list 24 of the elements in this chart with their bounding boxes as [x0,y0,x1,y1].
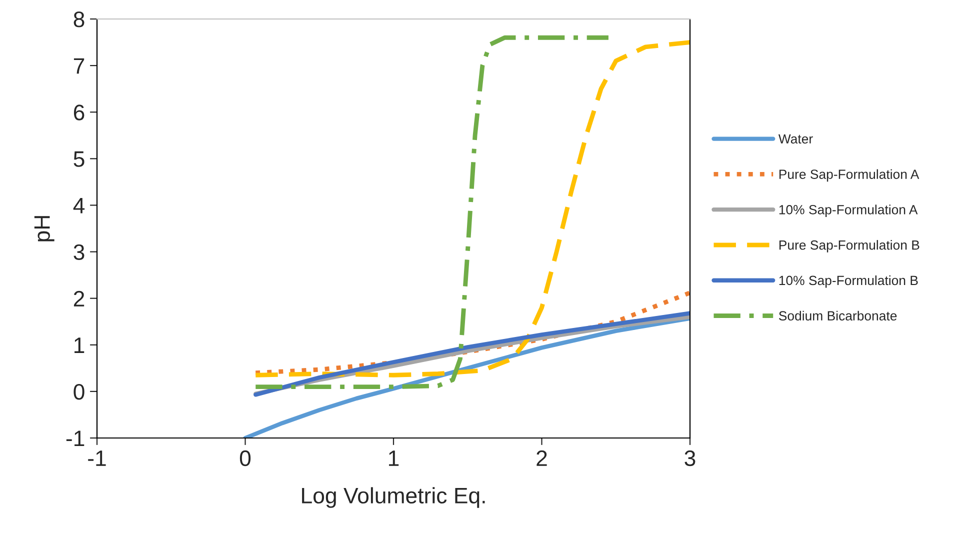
y-tick-label: 3 [74,244,84,260]
legend-label: Pure Sap-Formulation A [779,169,920,182]
y-tick-label: 2 [74,290,84,306]
legend-label: Water [778,134,813,144]
x-axis-title: Log Volumetric Eq. [302,487,485,508]
x-tick-label: 2 [536,450,547,466]
y-tick-label: 1 [74,338,84,353]
y-tick-label: 8 [74,12,84,28]
line-series [243,316,690,438]
y-tick-label: 6 [74,104,84,120]
x-tick-label: 1 [389,450,399,466]
x-tick-label: -1 [88,450,106,466]
y-tick-label: 5 [74,151,84,167]
y-tick-label: 0 [74,384,84,400]
y-axis-title: pH [34,216,54,242]
legend-label: Pure Sap-Formulation B [779,240,920,252]
x-tick-label: 0 [240,450,251,466]
legend-label: 10% Sap-Formulation A [779,204,918,217]
legend-label: 10% Sap-Formulation B [779,275,918,288]
legend-label: Sodium Bicarbonate [778,310,897,321]
y-tick-label: -1 [66,430,84,446]
x-tick-label: 3 [684,450,696,466]
y-tick-label: 4 [73,198,85,214]
y-tick-label: 7 [74,58,84,74]
